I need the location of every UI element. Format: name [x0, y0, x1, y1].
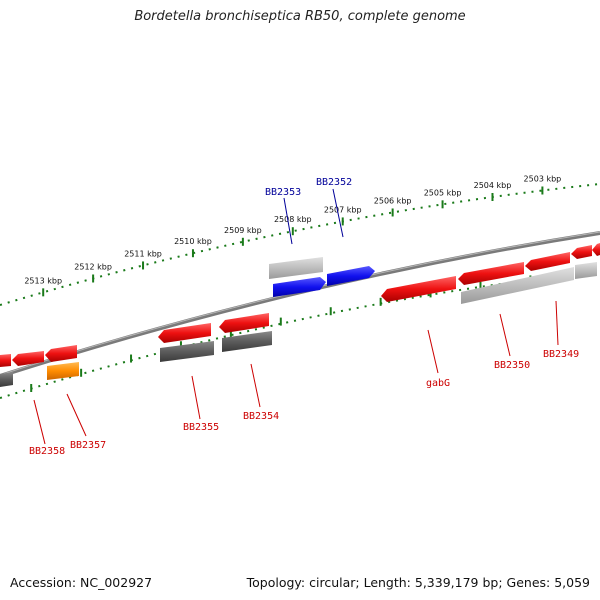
- gene-bb2357-orange: [47, 362, 79, 380]
- gene-bb2350-gray: [461, 267, 574, 304]
- gene-label-bb2350: BB2350: [494, 360, 530, 371]
- tick-label: 2510 kbp: [174, 237, 212, 246]
- gene-label-bb2357: BB2357: [70, 440, 106, 451]
- gene-bb2349-arrow: [525, 252, 570, 271]
- gene-bb2352-arrow: [327, 266, 375, 286]
- topology-label: Topology: circular; Length: 5,339,179 bp…: [246, 575, 590, 590]
- gene-bb2353-arrow-blue: [273, 277, 326, 297]
- gene-bb2353-arrow: [269, 257, 323, 279]
- tick-label: 2506 kbp: [374, 196, 412, 205]
- inner-scale-ring: [0, 271, 600, 399]
- tick-label: 2505 kbp: [424, 188, 462, 197]
- gene-bb2357-arrow: [45, 345, 77, 362]
- tick-label: 2503 kbp: [524, 174, 562, 183]
- gene-bb2354-gray: [222, 331, 272, 352]
- tick-label: 2508 kbp: [274, 215, 312, 224]
- gene-label-bb2358: BB2358: [29, 446, 65, 457]
- gene-bb2354-arrow: [219, 313, 269, 333]
- gene-label-bb2355: BB2355: [183, 422, 219, 433]
- accession-label: Accession: NC_002927: [10, 575, 153, 590]
- gene-left-edge-red: [0, 354, 11, 367]
- gene-edge-red-1: [571, 245, 592, 259]
- map-title: Bordetella bronchiseptica RB50, complete…: [134, 9, 466, 24]
- gene-bb2355-gray: [160, 341, 214, 362]
- tick-label: 2512 kbp: [74, 262, 112, 271]
- leader-bb2350: [499, 313, 511, 357]
- gene-label-gabg: gabG: [426, 378, 450, 389]
- leader-bb2349: [555, 300, 559, 346]
- gene-bb2350-arrow: [458, 262, 524, 285]
- tick-label: 2507 kbp: [324, 205, 362, 214]
- gene-bb2355-arrow: [158, 323, 211, 343]
- leader-bb2357: [66, 393, 87, 437]
- leader-bb2355: [191, 375, 201, 420]
- tick-label: 2513 kbp: [24, 276, 62, 285]
- leader-bb2353: [283, 197, 293, 245]
- gene-label-bb2353: BB2353: [265, 187, 301, 198]
- gene-left-edge-gray: [0, 372, 13, 387]
- tick-label: 2504 kbp: [474, 181, 512, 190]
- tick-labels: 2513 kbp 2512 kbp 2511 kbp 2510 kbp 2509 kbp…: [24, 174, 561, 285]
- leader-bb2352: [332, 188, 344, 238]
- leader-gabg: [427, 329, 439, 374]
- tick-label: 2511 kbp: [124, 249, 162, 258]
- genome-backbone-highlight: [0, 231, 600, 376]
- gene-gabg-arrow: [381, 276, 456, 302]
- gene-label-bb2349: BB2349: [543, 349, 579, 360]
- gene-label-bb2354: BB2354: [243, 411, 279, 422]
- leader-bb2354: [250, 363, 261, 408]
- gene-edge-red-2: [592, 243, 600, 256]
- gene-bb2349-gray: [575, 262, 597, 279]
- leader-bb2358: [33, 399, 46, 445]
- gene-label-bb2352: BB2352: [316, 177, 352, 188]
- gene-bb2358-arrow: [12, 351, 44, 366]
- outer-scale-ring: [0, 183, 600, 306]
- tick-label: 2509 kbp: [224, 226, 262, 235]
